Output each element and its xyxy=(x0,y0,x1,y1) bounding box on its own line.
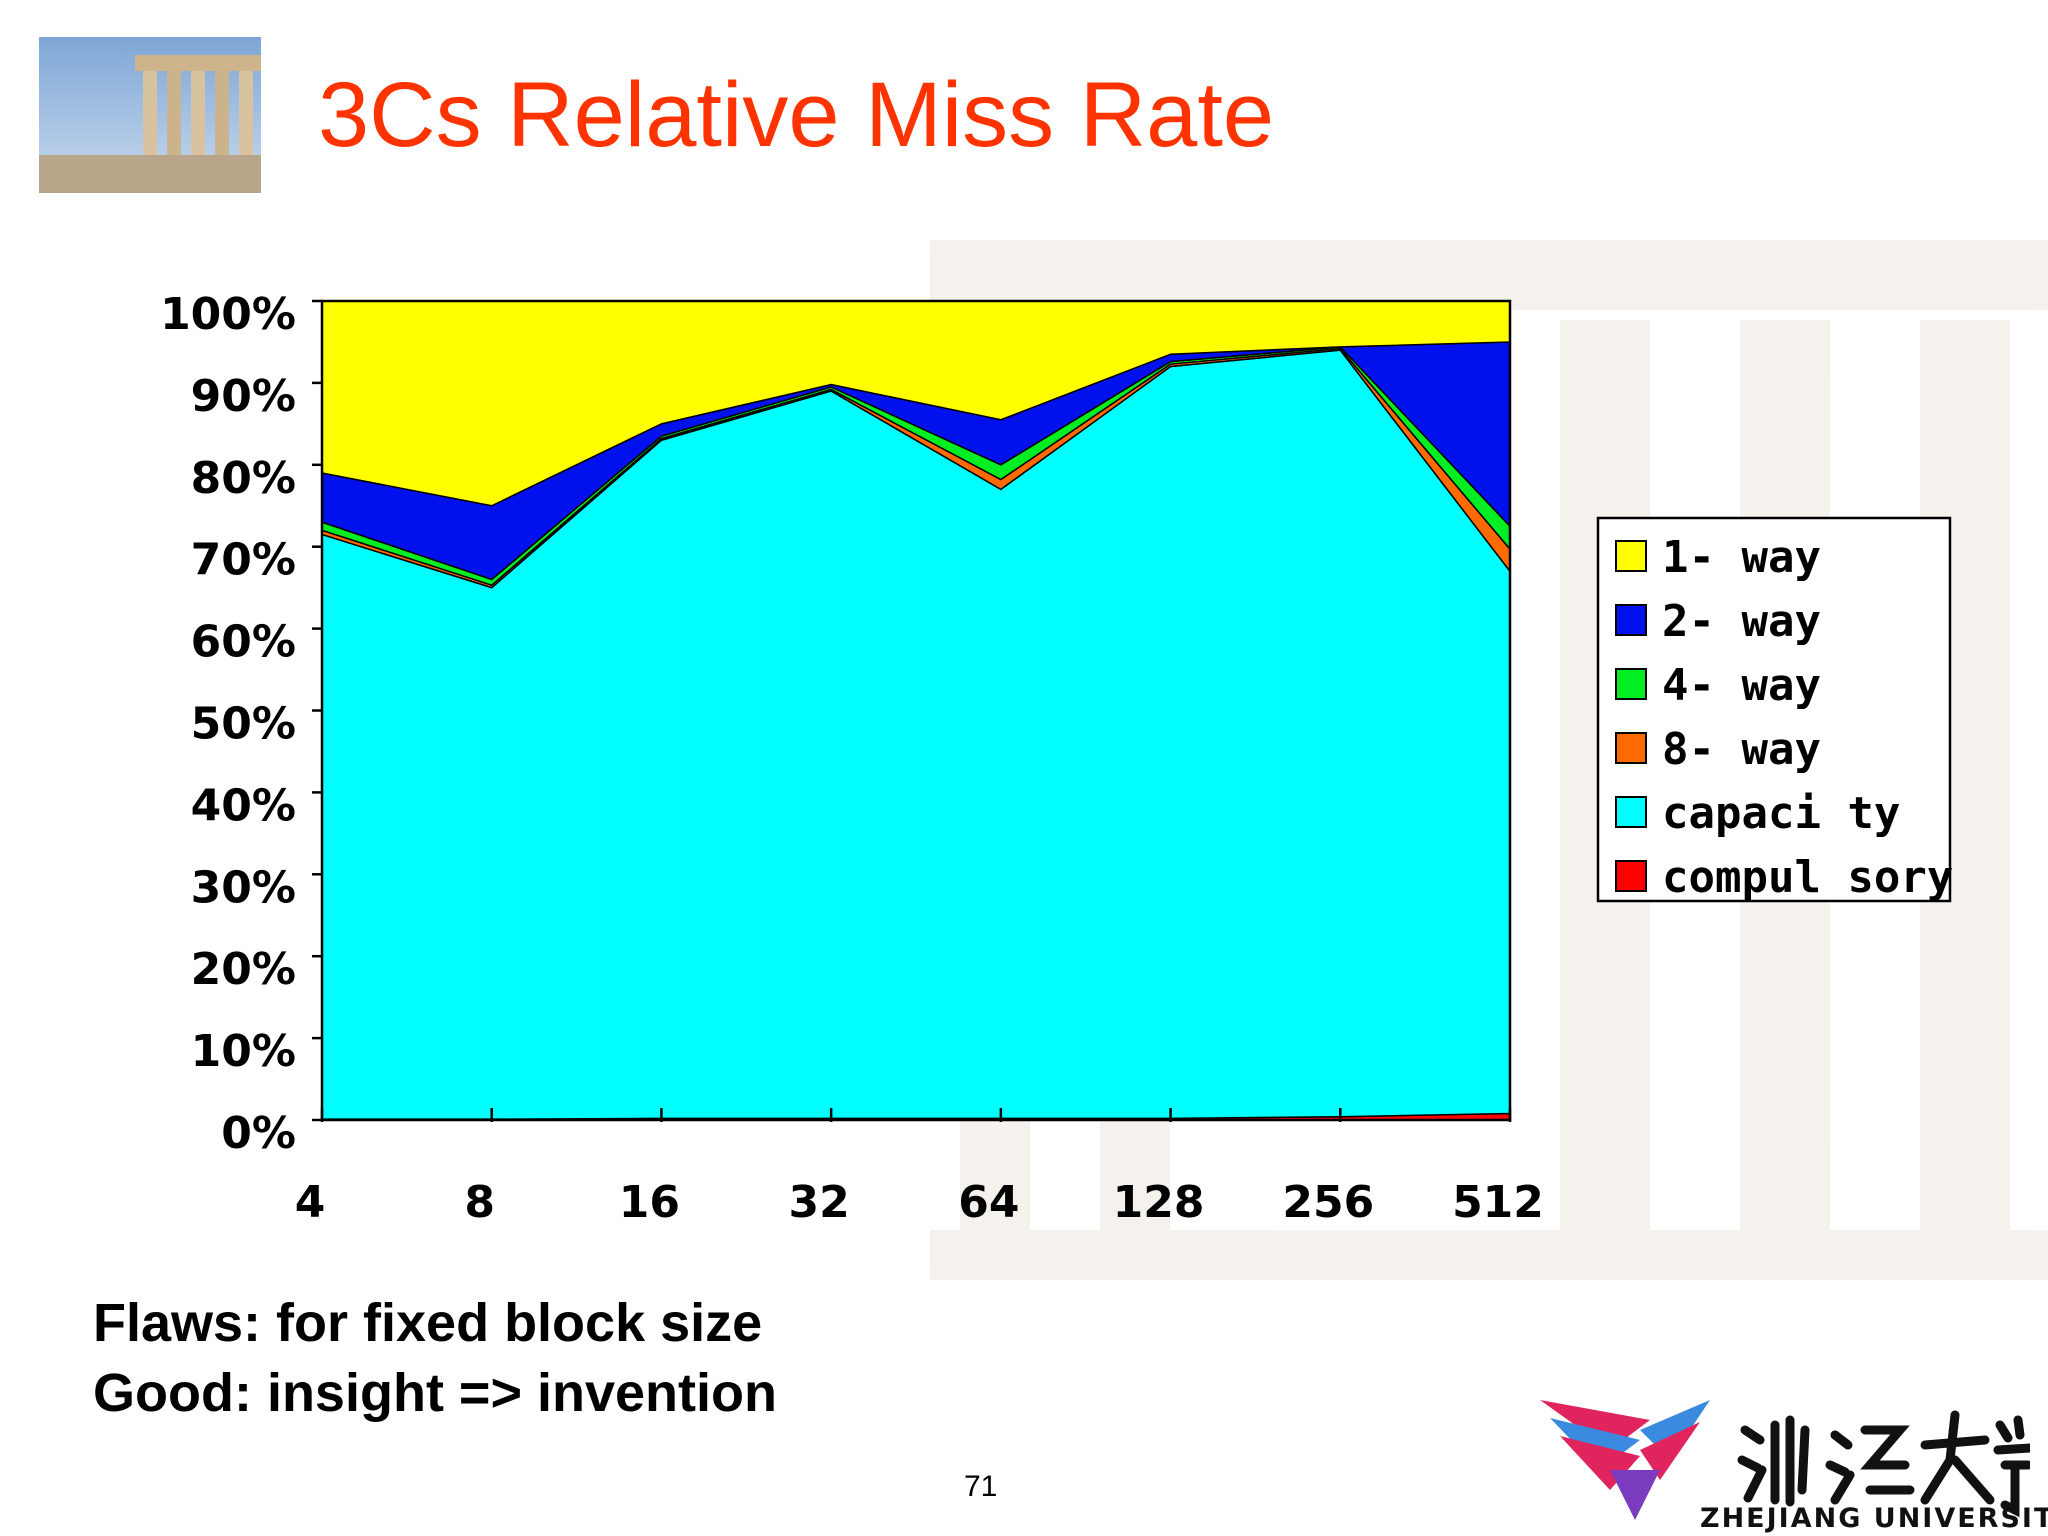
parthenon-thumbnail xyxy=(39,37,261,193)
y-tick-label: 40% xyxy=(191,780,296,831)
y-tick-label: 10% xyxy=(191,1026,296,1077)
x-tick-label: 32 xyxy=(789,1177,850,1228)
legend-swatch-8-way xyxy=(1615,732,1647,764)
x-tick-label: 4 xyxy=(295,1177,326,1228)
legend-label-8-way: 8- way xyxy=(1662,724,1821,775)
chart-areas xyxy=(321,300,1511,1121)
legend-label-compulsory: compul sory xyxy=(1662,852,1953,903)
x-tick-label: 16 xyxy=(619,1177,680,1228)
legend-swatch-1-way xyxy=(1615,540,1647,572)
chinese-calligraphy-icon xyxy=(1737,1410,2030,1518)
legend-label-1-way: 1- way xyxy=(1662,532,1821,583)
legend: 1- way 2- way 4- way 8- way capaci ty compul … xyxy=(1596,516,1953,903)
note-good: Good: insight => invention xyxy=(93,1363,777,1423)
x-tick-label: 8 xyxy=(464,1177,495,1228)
legend-swatch-2-way xyxy=(1615,604,1647,636)
y-tick-label: 20% xyxy=(191,944,296,995)
y-tick-label: 30% xyxy=(191,862,296,913)
legend-swatch-compulsory xyxy=(1615,860,1647,892)
legend-label-4-way: 4- way xyxy=(1662,660,1821,711)
x-tick-label: 256 xyxy=(1282,1177,1374,1228)
slide-title: 3Cs Relative Miss Rate xyxy=(318,64,1275,166)
zhejiang-university-logo xyxy=(1540,1400,2030,1520)
note-flaws: Flaws: for fixed block size xyxy=(93,1293,763,1353)
y-tick-label: 100% xyxy=(160,289,296,340)
y-tick-label: 60% xyxy=(191,617,296,668)
y-axis: 0% 10% 20% 30% 40% 50% 60% 70% 80% 90% 100% xyxy=(160,289,322,1159)
y-tick-label: 70% xyxy=(191,535,296,586)
legend-swatch-4-way xyxy=(1615,668,1647,700)
legend-label-capacity: capaci ty xyxy=(1662,788,1900,839)
y-tick-label: 80% xyxy=(191,453,296,504)
x-tick-label: 128 xyxy=(1113,1177,1205,1228)
x-tick-label: 64 xyxy=(958,1177,1019,1228)
legend-swatch-capacity xyxy=(1615,796,1647,828)
phoenix-emblem-icon xyxy=(1540,1400,1710,1520)
y-tick-label: 50% xyxy=(191,699,296,750)
x-tick-label: 512 xyxy=(1452,1177,1544,1228)
y-tick-label: 90% xyxy=(191,371,296,422)
legend-label-2-way: 2- way xyxy=(1662,596,1821,647)
university-name: ZHEJIANG UNIVERSITY xyxy=(1700,1503,2048,1534)
slide-notes: Flaws: for fixed block size Good: insigh… xyxy=(93,1288,777,1428)
page-number: 71 xyxy=(964,1470,998,1503)
x-axis: 4 8 16 32 64 128 256 512 xyxy=(295,1108,1544,1228)
y-tick-label: 0% xyxy=(221,1108,296,1159)
legend-frame xyxy=(1596,516,1952,903)
